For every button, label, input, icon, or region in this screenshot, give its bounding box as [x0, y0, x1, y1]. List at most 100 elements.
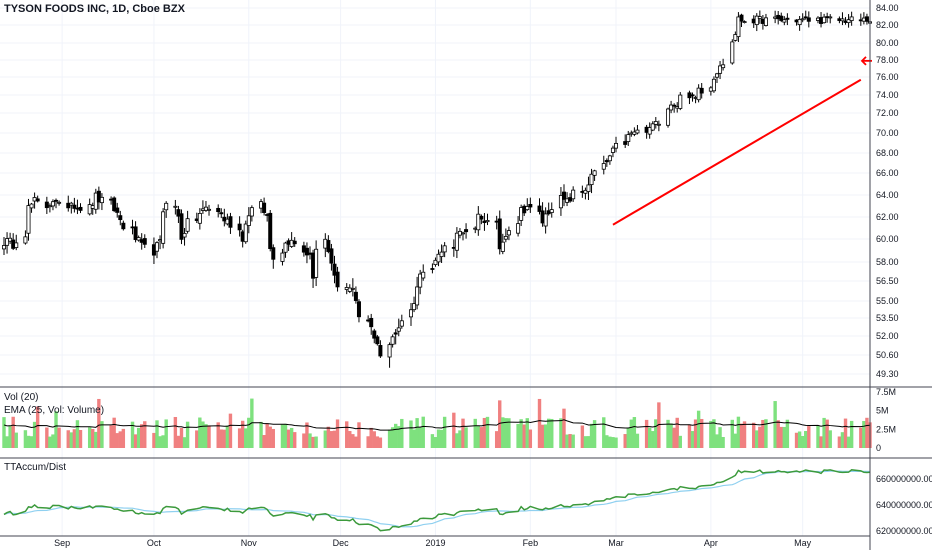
- candle-up: [543, 213, 548, 227]
- volume-ema-label: EMA (25, Vol: Volume): [4, 405, 105, 416]
- candle-down: [393, 332, 398, 335]
- candle-up: [418, 273, 423, 288]
- candle-up: [2, 245, 7, 250]
- candle-up: [800, 18, 805, 21]
- volume-bar-down: [121, 428, 126, 448]
- candle-up: [500, 241, 505, 252]
- candle-down: [133, 226, 138, 240]
- chart-title: TYSON FOODS INC, 1D, Cboe BZX: [4, 3, 185, 15]
- volume-bar-up: [400, 418, 404, 448]
- volume-bar-down: [859, 427, 863, 448]
- volume-bar-down: [693, 419, 698, 448]
- candle-down: [304, 247, 309, 256]
- candle-up: [846, 19, 851, 24]
- candle-up: [439, 251, 444, 258]
- volume-bar-up: [225, 425, 230, 448]
- candle-up: [503, 236, 508, 240]
- candle-up: [442, 245, 447, 253]
- volume-bar-down: [366, 436, 370, 448]
- candle-down: [268, 212, 273, 249]
- price-tick-label: 50.60: [876, 350, 899, 360]
- candle-up: [610, 147, 615, 153]
- candle-up: [506, 230, 511, 236]
- volume-bar-up: [715, 434, 719, 448]
- volume-bar-down: [133, 434, 138, 448]
- candle-down: [375, 336, 380, 345]
- candle-up: [161, 211, 166, 244]
- volume-bar-up: [100, 421, 104, 448]
- volume-bar-down: [112, 417, 116, 448]
- volume-bar-down: [375, 436, 380, 448]
- candle-up: [399, 320, 404, 327]
- price-tick-label: 72.00: [876, 108, 899, 118]
- candle-down: [335, 271, 340, 288]
- volume-bar-up: [764, 419, 768, 448]
- candle-up: [647, 127, 652, 135]
- volume-bar-down: [326, 426, 331, 448]
- volume-bar-down: [479, 427, 484, 448]
- volume-bar-down: [195, 430, 199, 448]
- volume-bar-down: [776, 420, 780, 448]
- volume-bar-down: [219, 429, 223, 448]
- time-tick-label: Sep: [54, 538, 70, 548]
- candle-up: [571, 189, 576, 200]
- candle-up: [87, 204, 92, 215]
- volume-bar-down: [57, 427, 61, 448]
- volume-bar-down: [271, 428, 275, 448]
- volume-bar-up: [51, 434, 55, 448]
- candle-up: [519, 207, 524, 221]
- volume-bar-down: [739, 423, 744, 448]
- accum-tick-label: 660000000.00: [876, 474, 932, 484]
- candle-up: [185, 218, 190, 232]
- candle-down: [115, 207, 120, 213]
- candle-up: [182, 232, 187, 238]
- candle-down: [44, 201, 49, 209]
- volume-bar-down: [351, 434, 355, 448]
- accum-line: [3, 469, 871, 532]
- volume-bar-up: [164, 419, 168, 448]
- candle-down: [66, 202, 71, 209]
- volume-bar-up: [412, 429, 416, 448]
- volume-bar-down: [794, 432, 799, 448]
- volume-bar-up: [840, 432, 845, 448]
- candle-up: [249, 207, 254, 217]
- volume-bar-up: [182, 437, 187, 448]
- volume-bar-up: [409, 420, 413, 448]
- candle-up: [243, 223, 248, 243]
- price-tick-label: 58.00: [876, 257, 899, 267]
- volume-bar-up: [280, 424, 285, 448]
- price-tick-label: 66.00: [876, 168, 899, 178]
- candle-down: [96, 190, 101, 203]
- volume-bar-down: [176, 435, 181, 448]
- candle-up: [754, 15, 759, 26]
- candle-down: [372, 330, 377, 339]
- volume-bar-down: [329, 431, 334, 448]
- volume-bar-up: [543, 424, 548, 448]
- price-axis: 84.00 82.00 80.00 78.00 76.00 74.00 72.00 70.00…: [876, 3, 932, 536]
- volume-bar-up: [755, 430, 759, 448]
- accum-tick-label: 620000000.00: [876, 526, 932, 536]
- volume-bar-down: [452, 412, 456, 448]
- candle-down: [672, 104, 677, 107]
- volume-bar-up: [87, 427, 92, 448]
- volume-bar-up: [283, 423, 288, 448]
- volume-tick-label: 0: [876, 443, 881, 453]
- candle-down: [121, 222, 126, 230]
- volume-bar-down: [644, 419, 649, 448]
- volume-bar-up: [136, 427, 141, 448]
- volume-bar-up: [800, 436, 805, 448]
- candle-up: [433, 259, 438, 266]
- volume-bar-up: [504, 418, 508, 448]
- candle-up: [396, 327, 401, 332]
- candle-down: [699, 87, 704, 94]
- time-tick-label: Dec: [333, 538, 350, 548]
- volume-bar-up: [485, 416, 490, 448]
- candle-up: [840, 18, 845, 22]
- price-tick-label: 74.00: [876, 90, 899, 100]
- volume-bar-down: [537, 398, 542, 448]
- time-axis: Sep Oct Nov Dec 2019 Feb Mar Apr May: [54, 538, 812, 548]
- candle-up: [757, 16, 762, 19]
- price-tick-label: 55.00: [876, 296, 899, 306]
- volume-bar-down: [115, 433, 119, 448]
- candle-up: [549, 209, 554, 213]
